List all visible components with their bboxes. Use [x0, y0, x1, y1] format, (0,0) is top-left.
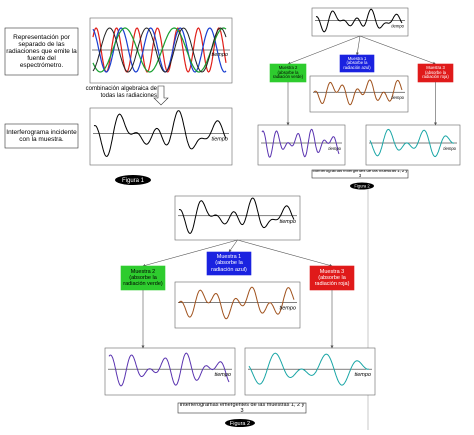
combination-label: combinación algebraica de todas las radi…: [85, 86, 157, 99]
sample-label: Muestra 3 (absorbe la radiación roja): [314, 268, 350, 288]
wave: [92, 27, 227, 73]
source-label-box: [4, 27, 79, 76]
arrow: [237, 239, 333, 267]
sample-label-box: [339, 54, 375, 73]
caption-box: Interferogramas emergentes de las muestr…: [312, 170, 408, 178]
caption-box-box: [311, 169, 409, 179]
wave-panel: [104, 347, 236, 396]
sample-label-text: Muestra 2 (absorbe la radiación verde): [123, 268, 163, 288]
sample-label: Muestra 3 (absorbe la radiación roja): [422, 65, 449, 80]
double-arrow: [153, 85, 169, 106]
time-label: tiempo: [279, 219, 296, 225]
arrow: [355, 35, 361, 56]
caption-oval: [350, 182, 374, 190]
time-label: tiempo: [211, 52, 228, 58]
time-label: tiempo: [354, 372, 371, 378]
interferogram-label: Interferograma incidente con la muestra.: [6, 128, 77, 143]
sample-label-text: Muestra 3 (absorbe la radiación roja): [422, 65, 449, 80]
wave-panel: [174, 281, 301, 329]
time-label: tiempo: [328, 146, 341, 151]
time-label: tiempo: [391, 95, 404, 100]
wave: [93, 110, 227, 157]
sample-label-text: Muestra 1 (absorbe la radiación azul): [211, 254, 247, 273]
wave: [178, 197, 295, 234]
wave: [248, 352, 370, 386]
caption: Figura 1: [122, 178, 145, 184]
time-label: tiempo: [211, 137, 228, 143]
interferogram-label-box: [4, 123, 79, 149]
source-label-text: Representación por separado de las radia…: [6, 33, 77, 70]
arrow: [359, 35, 436, 65]
caption: Figura 2: [354, 183, 370, 188]
wave: [178, 286, 295, 320]
caption-oval: [115, 175, 151, 185]
caption-box-box: [177, 402, 307, 414]
sample-label-box: [120, 265, 166, 291]
wave: [369, 128, 455, 158]
caption: Figura 2: [230, 421, 250, 427]
sample-label-text: Muestra 2 (absorbe la radiación verde): [272, 65, 304, 80]
source-label: Representación por separado de las radia…: [6, 33, 77, 70]
time-label: tiempo: [443, 146, 456, 151]
caption-box-text: Interferogramas emergentes de las muestr…: [312, 170, 408, 178]
sample-label: Muestra 2 (absorbe la radiación verde): [123, 268, 163, 288]
wave: [313, 79, 403, 106]
wave: [261, 128, 340, 158]
arrow: [228, 239, 238, 253]
caption-box: Interferogramas emergentes de las muestr…: [179, 403, 305, 413]
interferogram-label-text: Interferograma incidente con la muestra.: [6, 128, 77, 143]
wave: [315, 8, 403, 33]
sample-label-text: Muestra 3 (absorbe la radiación roja): [314, 268, 350, 288]
caption-box-text: Interferogramas emergentes de las muestr…: [179, 403, 305, 413]
caption-oval: [225, 419, 255, 427]
wave: [108, 352, 230, 387]
sample-label: Muestra 1 (absorbe la radiación azul): [343, 55, 371, 70]
time-label: tiempo: [279, 306, 296, 312]
sample-label: Muestra 2 (absorbe la radiación verde): [272, 65, 304, 80]
sample-label: Muestra 1 (absorbe la radiación azul): [211, 254, 247, 273]
arrow: [287, 35, 361, 65]
time-label: tiempo: [214, 372, 231, 378]
sample-label-text: Muestra 1 (absorbe la radiación azul): [343, 55, 371, 70]
wave: [92, 27, 227, 73]
sample-label-box: [206, 251, 252, 276]
wave-panel: [309, 75, 409, 113]
arrow: [142, 239, 238, 267]
time-label: tiempo: [391, 24, 404, 29]
wave: [92, 27, 227, 73]
sample-label-box: [309, 265, 355, 291]
combination-label-text: combinación algebraica de todas las radi…: [85, 86, 157, 99]
wave-panel: [365, 124, 461, 166]
